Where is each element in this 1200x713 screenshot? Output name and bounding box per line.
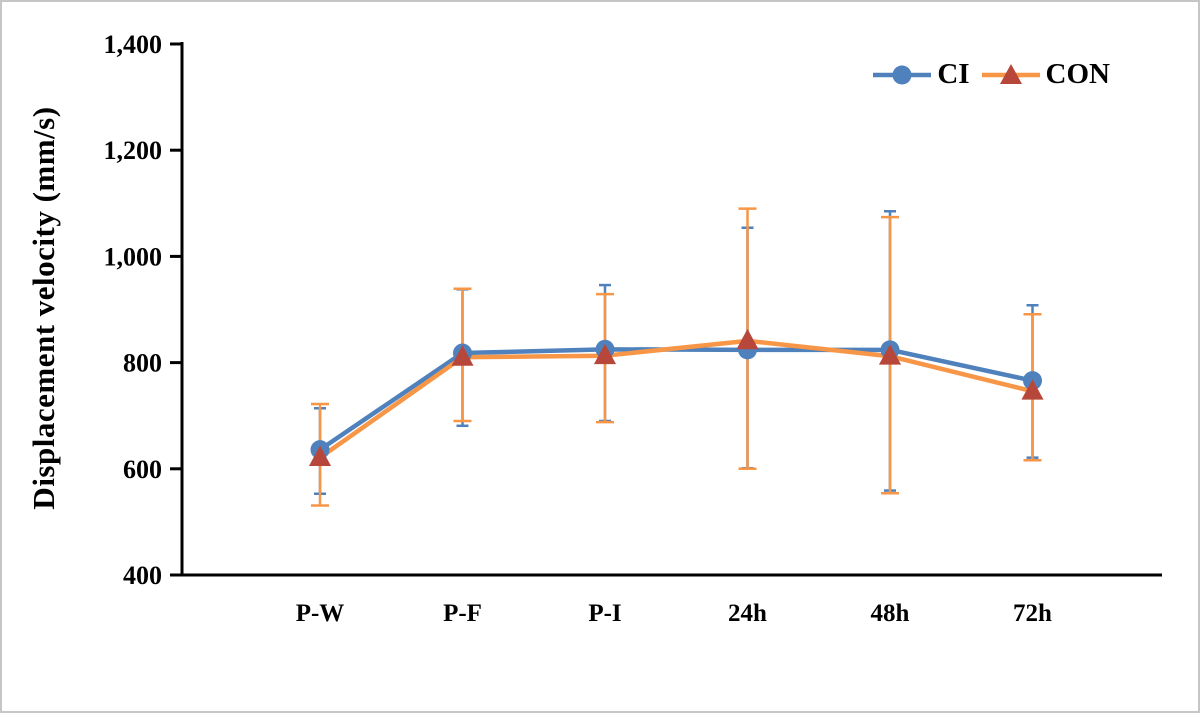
con-data-marker [1021, 379, 1044, 400]
con-triangle-marker-icon [981, 63, 1040, 84]
y-tick-label: 400 [123, 561, 162, 590]
x-tick-label: 48h [871, 600, 910, 627]
y-tick-label: 800 [123, 349, 162, 378]
y-tick-label: 1,000 [104, 242, 163, 271]
y-axis-title: Displacement velocity (mm/s) [26, 106, 61, 510]
legend-label-con: CON [1045, 58, 1110, 90]
legend-item-ci: CI [873, 58, 970, 90]
legend-label-ci: CI [937, 58, 970, 90]
y-tick-label: 1,200 [104, 136, 163, 165]
x-tick-label: 72h [1013, 600, 1052, 627]
x-tick-label: 24h [728, 600, 767, 627]
y-tick-label: 1,400 [104, 30, 163, 59]
con-data-marker [451, 345, 474, 366]
con-data-marker [878, 344, 902, 365]
con-data-marker [736, 328, 759, 350]
y-tick-label: 600 [123, 455, 162, 484]
x-tick-label: P-I [588, 600, 621, 627]
legend-item-con: CON [981, 58, 1110, 90]
x-tick-label: P-W [296, 600, 345, 627]
legend: CI CON [873, 60, 1110, 89]
ci-circle-marker-icon [873, 65, 932, 84]
x-tick-label: P-F [443, 600, 482, 627]
con-data-marker [593, 343, 617, 365]
con-series-line [317, 338, 1035, 460]
con-data-marker [308, 445, 332, 467]
